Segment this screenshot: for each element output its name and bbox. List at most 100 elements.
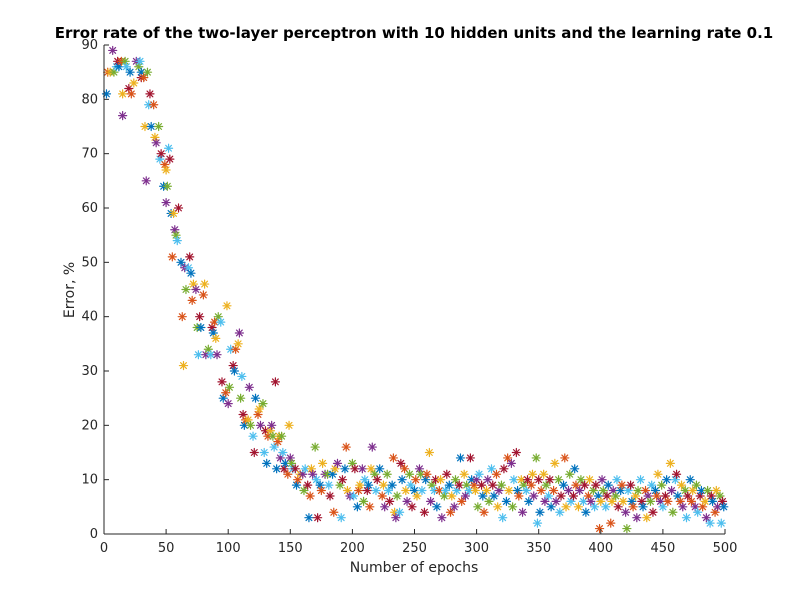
data-point (310, 442, 320, 452)
data-point (568, 491, 579, 501)
data-point (378, 480, 389, 490)
data-point (161, 165, 171, 175)
data-point (662, 475, 672, 485)
data-point (135, 56, 145, 66)
data-point (236, 393, 246, 403)
data-point (308, 469, 318, 479)
y-tick-label: 80 (81, 92, 98, 107)
data-point (399, 464, 410, 474)
data-point (383, 485, 394, 496)
x-axis-label: Number of epochs (350, 560, 479, 576)
data-point (233, 339, 243, 349)
data-point (555, 507, 565, 517)
x-tick-label: 400 (588, 541, 613, 556)
data-point (139, 72, 149, 83)
data-point (571, 480, 581, 490)
data-point (499, 464, 509, 474)
data-point (407, 502, 417, 512)
data-point (534, 475, 544, 485)
data-point (668, 507, 678, 517)
data-point (493, 502, 503, 512)
data-point (337, 475, 348, 485)
x-tick-label: 500 (713, 541, 738, 556)
data-point (647, 480, 657, 490)
data-point (594, 523, 605, 534)
data-point (234, 328, 244, 338)
y-tick-label: 90 (81, 38, 98, 53)
data-point (363, 480, 374, 490)
data-point (549, 485, 559, 496)
data-point (172, 236, 182, 246)
y-tick-label: 70 (81, 147, 98, 162)
data-point (426, 496, 436, 506)
data-point (365, 502, 375, 512)
data-point (372, 475, 382, 485)
data-point (476, 480, 487, 490)
data-point (512, 485, 523, 496)
data-point (419, 507, 430, 517)
data-point (705, 518, 715, 528)
data-point (478, 491, 488, 501)
data-point (394, 507, 405, 517)
x-tick-label: 50 (158, 541, 175, 556)
x-tick-label: 300 (464, 541, 489, 556)
data-point (580, 480, 590, 490)
data-point (445, 507, 456, 517)
data-point (392, 491, 402, 501)
data-point (470, 485, 480, 496)
data-point (576, 475, 586, 485)
data-point (522, 475, 533, 485)
data-point (678, 502, 688, 512)
data-point (155, 154, 165, 164)
data-point (118, 89, 128, 99)
data-point (341, 442, 351, 452)
data-point (279, 464, 289, 474)
data-point (546, 502, 556, 512)
data-point (178, 360, 189, 371)
data-point (380, 502, 390, 512)
data-point (244, 382, 254, 392)
data-point (272, 464, 282, 474)
data-point (693, 507, 703, 517)
data-point (163, 143, 174, 153)
data-point (691, 480, 702, 490)
data-point (223, 399, 233, 409)
data-point (541, 480, 551, 490)
data-point (711, 485, 721, 496)
data-point (481, 485, 492, 496)
data-point (221, 388, 231, 398)
data-point (519, 480, 529, 490)
data-point (306, 464, 317, 474)
data-point (503, 453, 513, 463)
data-point (387, 480, 397, 490)
data-point (501, 496, 512, 506)
data-point (565, 469, 575, 479)
data-point (385, 496, 395, 506)
y-axis-ticks: 0 10 20 30 40 50 60 70 80 90 (81, 38, 109, 542)
data-point (229, 366, 240, 376)
data-point (366, 464, 376, 474)
data-point (550, 458, 560, 468)
data-point (681, 513, 692, 523)
y-tick-label: 40 (81, 310, 98, 325)
data-point (540, 496, 550, 506)
data-point (719, 502, 729, 512)
data-point (527, 469, 538, 479)
data-point (367, 442, 377, 452)
data-point (162, 181, 172, 191)
data-point (597, 475, 607, 485)
data-point (613, 502, 623, 512)
data-point (645, 496, 656, 506)
data-point (317, 458, 328, 468)
data-point (536, 485, 546, 496)
data-point (611, 491, 621, 501)
data-point (362, 485, 372, 496)
data-point (185, 252, 195, 262)
data-point (526, 480, 536, 490)
data-point (665, 458, 675, 468)
data-point (658, 502, 668, 512)
data-point (121, 62, 131, 72)
data-point (181, 284, 191, 295)
data-point (432, 502, 442, 512)
data-point (269, 442, 279, 452)
